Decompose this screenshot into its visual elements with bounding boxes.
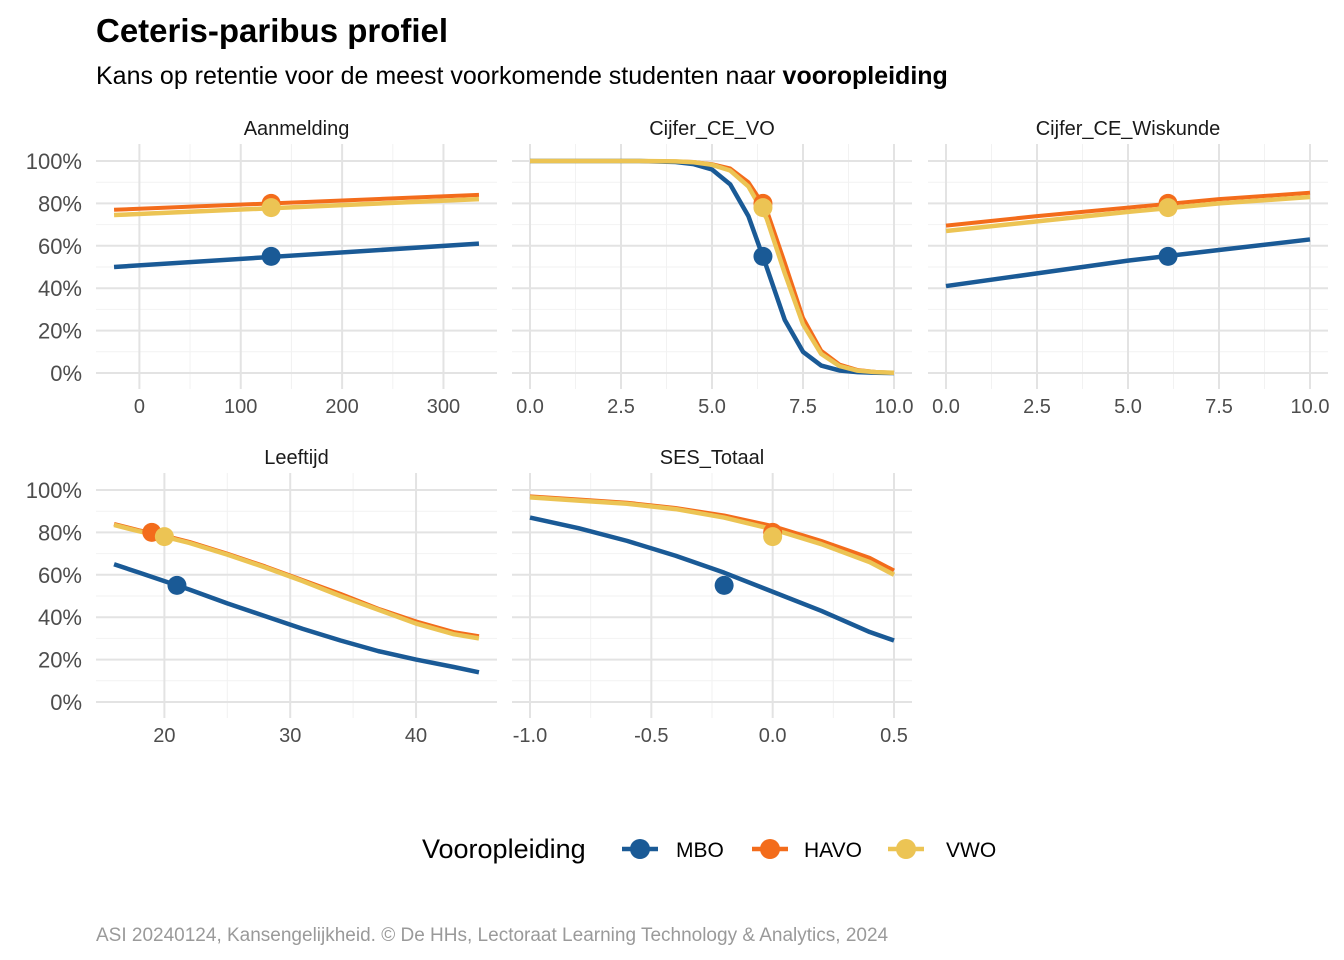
y-tick-label: 80% bbox=[38, 520, 82, 545]
series-line-vwo bbox=[529, 495, 896, 577]
legend-title: Vooropleiding bbox=[422, 834, 586, 864]
panel-cijfer-ce-wiskunde: Cijfer_CE_Wiskunde 0.0 2.5 5.0 7.5 10.0 bbox=[928, 118, 1329, 418]
x-tick-label: -0.5 bbox=[634, 725, 668, 747]
y-tick-label: 0% bbox=[50, 361, 82, 386]
panel-strip-label: Aanmelding bbox=[244, 118, 350, 140]
chart-subtitle-text: Kans op retentie voor de meest voorkomen… bbox=[96, 62, 783, 90]
x-tick-label: 5.0 bbox=[698, 396, 726, 418]
y-tick-label: 40% bbox=[38, 276, 82, 301]
legend-key-point bbox=[760, 839, 780, 859]
legend-key-havo: HAVO bbox=[752, 839, 862, 862]
y-tick-label: 0% bbox=[50, 690, 82, 715]
panel-ses-totaal: SES_Totaal -1.0 -0.5 0.0 0.5 bbox=[512, 447, 912, 747]
legend: Vooropleiding MBO HAVO VWO bbox=[422, 834, 996, 864]
y-tick-label: 40% bbox=[38, 605, 82, 630]
x-tick-label: 5.0 bbox=[1114, 396, 1142, 418]
series-line-mbo bbox=[945, 237, 1311, 289]
panels-group: Aanmelding 0% 20% 40% 60% 80% 100% 0 100 200 300 Ci… bbox=[26, 118, 1330, 747]
x-tick-label: 0.0 bbox=[932, 396, 960, 418]
series-point-mbo bbox=[261, 246, 281, 266]
series-line-mbo bbox=[113, 562, 480, 675]
x-tick-label: 2.5 bbox=[1023, 396, 1051, 418]
chart-subtitle-bold: vooropleiding bbox=[783, 62, 948, 90]
x-tick-label: 7.5 bbox=[1205, 396, 1233, 418]
panel-leeftijd: Leeftijd 0% 20% 40% 60% 80% 100% 20 30 40 bbox=[26, 447, 497, 747]
y-tick-label: 20% bbox=[38, 319, 82, 344]
chart-caption: ASI 20240124, Kansengelijkheid. © De HHs… bbox=[96, 925, 889, 946]
legend-key-point bbox=[630, 839, 650, 859]
series-point-mbo bbox=[167, 575, 187, 595]
series-point-vwo bbox=[261, 198, 281, 218]
chart-subtitle: Kans op retentie voor de meest voorkomen… bbox=[96, 62, 948, 90]
series-point-mbo bbox=[753, 246, 773, 266]
legend-label: MBO bbox=[676, 839, 724, 862]
series-point-vwo bbox=[1158, 198, 1178, 218]
series-line-vwo bbox=[530, 158, 895, 376]
series-point-vwo bbox=[154, 527, 174, 547]
x-tick-label: -1.0 bbox=[513, 725, 547, 747]
y-tick-label: 80% bbox=[38, 191, 82, 216]
panel-strip-label: Cijfer_CE_Wiskunde bbox=[1036, 118, 1221, 140]
legend-label: HAVO bbox=[804, 839, 862, 862]
x-tick-label: 10.0 bbox=[875, 396, 914, 418]
chart-title: Ceteris-paribus profiel bbox=[96, 12, 448, 49]
series-line-mbo bbox=[529, 515, 895, 643]
series-point-vwo bbox=[763, 527, 783, 547]
panel-strip-label: SES_Totaal bbox=[660, 447, 765, 469]
series-point-mbo bbox=[714, 575, 734, 595]
series-line-vwo bbox=[945, 194, 1311, 234]
panel-strip-label: Cijfer_CE_VO bbox=[649, 118, 775, 140]
y-tick-label: 100% bbox=[26, 149, 82, 174]
series-point-mbo bbox=[1158, 246, 1178, 266]
legend-key-point bbox=[896, 839, 916, 859]
x-tick-label: 100 bbox=[224, 396, 257, 418]
panel-strip-label: Leeftijd bbox=[264, 447, 329, 469]
x-tick-label: 7.5 bbox=[789, 396, 817, 418]
y-tick-label: 60% bbox=[38, 563, 82, 588]
legend-key-vwo: VWO bbox=[888, 839, 996, 862]
panel-cijfer-ce-vo: Cijfer_CE_VO 0.0 2.5 5.0 7.5 10.0 bbox=[512, 118, 913, 418]
y-tick-label: 60% bbox=[38, 234, 82, 259]
series-line-havo bbox=[113, 192, 480, 212]
x-tick-label: 0.0 bbox=[516, 396, 544, 418]
series-line-havo bbox=[945, 190, 1311, 228]
series-point-vwo bbox=[753, 198, 773, 218]
series-line-vwo bbox=[113, 196, 480, 218]
x-tick-label: 300 bbox=[427, 396, 460, 418]
y-tick-label: 20% bbox=[38, 648, 82, 673]
panel-aanmelding: Aanmelding 0% 20% 40% 60% 80% 100% 0 100 200 300 bbox=[26, 118, 497, 418]
x-tick-label: 30 bbox=[279, 725, 301, 747]
series-line-mbo bbox=[113, 241, 480, 270]
x-tick-label: 200 bbox=[325, 396, 358, 418]
x-tick-label: 0 bbox=[134, 396, 145, 418]
x-tick-label: 10.0 bbox=[1291, 396, 1330, 418]
x-tick-label: 0.5 bbox=[880, 725, 908, 747]
y-tick-label: 100% bbox=[26, 478, 82, 503]
legend-label: VWO bbox=[946, 839, 996, 862]
x-tick-label: 0.0 bbox=[759, 725, 787, 747]
legend-key-mbo: MBO bbox=[622, 839, 724, 862]
x-tick-label: 2.5 bbox=[607, 396, 635, 418]
x-tick-label: 40 bbox=[405, 725, 427, 747]
x-tick-label: 20 bbox=[153, 725, 175, 747]
